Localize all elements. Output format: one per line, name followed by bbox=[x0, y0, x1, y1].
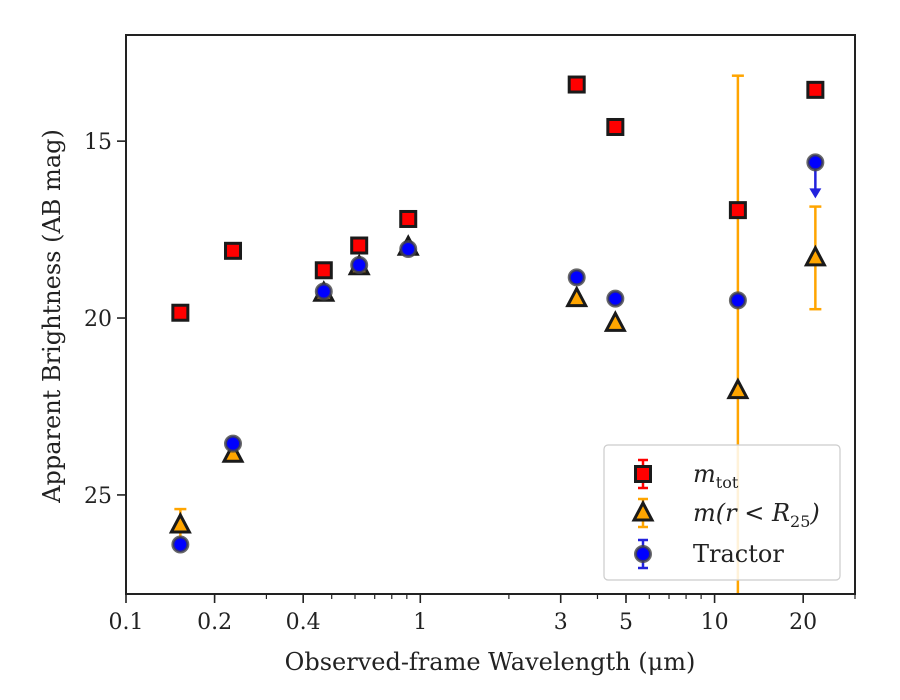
legend: mtot m(r < R25) Tractor bbox=[603, 444, 841, 581]
data-point bbox=[221, 441, 245, 463]
data-point bbox=[171, 303, 190, 322]
data-point bbox=[803, 244, 827, 267]
plot-frame bbox=[125, 34, 856, 595]
data-point bbox=[603, 310, 627, 332]
x-tick-label: 10 bbox=[701, 610, 729, 635]
x-tick-label: 1 bbox=[413, 610, 427, 635]
data-point bbox=[806, 80, 825, 99]
x-tick-label: 0.1 bbox=[109, 610, 144, 635]
x-axis-label: Observed-frame Wavelength (μm) bbox=[285, 648, 696, 676]
y-tick-label: 20 bbox=[84, 307, 112, 332]
y-axis-label: Apparent Brightness (AB mag) bbox=[38, 129, 66, 504]
legend-label: Tractor bbox=[693, 540, 784, 568]
data-point bbox=[350, 255, 369, 274]
data-point bbox=[728, 201, 747, 220]
legend-label: mtot bbox=[693, 460, 739, 492]
legend-marker bbox=[634, 465, 652, 483]
data-point bbox=[565, 285, 589, 308]
plot-area bbox=[168, 74, 827, 594]
data-point bbox=[726, 377, 750, 400]
legend-marker bbox=[631, 499, 655, 522]
series-square bbox=[171, 75, 825, 322]
data-point bbox=[314, 282, 333, 301]
data-point bbox=[567, 75, 586, 94]
data-point bbox=[606, 289, 625, 308]
legend-box bbox=[603, 444, 841, 581]
x-tick-label: 5 bbox=[619, 610, 633, 635]
legend-marker bbox=[634, 545, 652, 563]
x-tick-label: 0.2 bbox=[197, 610, 232, 635]
upper-limit-arrowhead bbox=[809, 188, 822, 199]
data-point bbox=[171, 535, 190, 554]
data-point bbox=[314, 261, 333, 280]
data-point bbox=[806, 153, 825, 172]
axis-ticks: 0.1 0.2 0.4 1 3 5 10 20 15 20 25 bbox=[84, 130, 856, 635]
data-point bbox=[606, 117, 625, 136]
data-point bbox=[350, 236, 369, 255]
data-point bbox=[399, 209, 418, 228]
data-point bbox=[728, 291, 747, 310]
x-tick-label: 0.4 bbox=[286, 610, 321, 635]
data-point bbox=[224, 241, 243, 260]
data-point bbox=[399, 240, 418, 259]
data-point bbox=[224, 434, 243, 453]
y-tick-label: 25 bbox=[84, 484, 112, 509]
x-tick-label: 3 bbox=[554, 610, 568, 635]
data-point bbox=[168, 511, 192, 534]
x-tick-label: 20 bbox=[789, 610, 817, 635]
y-tick-label: 15 bbox=[84, 130, 112, 155]
series-circle bbox=[171, 153, 825, 554]
legend-label: m(r < R25) bbox=[693, 499, 820, 531]
data-point bbox=[567, 268, 586, 287]
